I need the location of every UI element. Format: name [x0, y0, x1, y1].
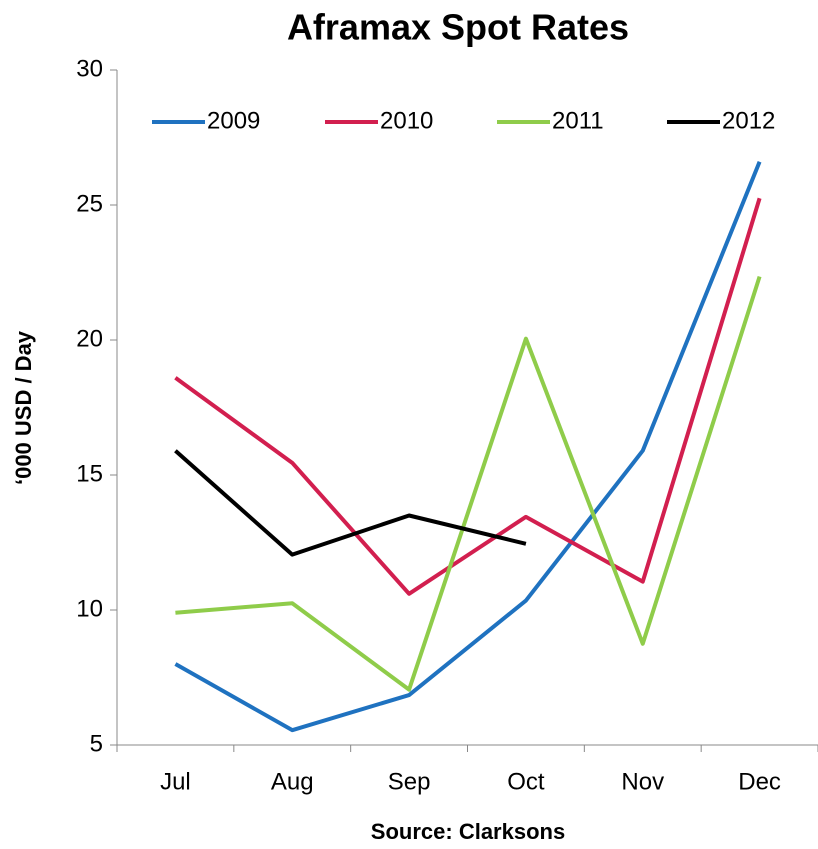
x-tick-label: Nov [621, 768, 664, 795]
x-tick-label: Jul [160, 768, 191, 795]
chart-title: Aframax Spot Rates [287, 7, 629, 48]
series-line [174, 449, 527, 557]
y-tick-label: 5 [90, 730, 103, 757]
y-tick-label: 20 [76, 325, 103, 352]
x-tick-label: Sep [388, 768, 431, 795]
legend-label: 2011 [552, 107, 604, 134]
y-tick-label: 10 [76, 595, 103, 622]
x-axis-label: Source: Clarksons [371, 819, 565, 844]
series-line [175, 275, 762, 692]
y-tick-label: 30 [76, 55, 103, 82]
series-line [174, 197, 762, 596]
series-line [174, 161, 762, 733]
x-tick-label: Dec [738, 768, 781, 795]
legend-label: 2012 [722, 107, 775, 134]
y-axis-label: ‘000 USD / Day [11, 330, 36, 485]
x-tick-label: Aug [271, 768, 314, 795]
y-tick-label: 25 [76, 190, 103, 217]
y-tick-label: 15 [76, 460, 103, 487]
legend-label: 2009 [207, 107, 260, 134]
x-tick-label: Oct [507, 768, 545, 795]
legend-label: 2010 [380, 107, 433, 134]
